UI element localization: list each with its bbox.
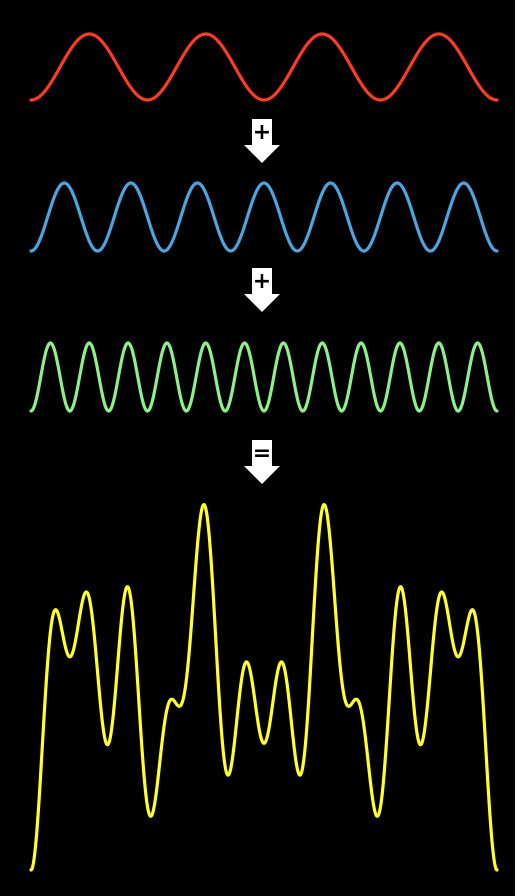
wave-3-curve <box>29 341 499 413</box>
wave-2-curve <box>29 181 499 253</box>
operators-layer: + + = <box>244 119 280 484</box>
operator-symbol: + <box>253 120 271 145</box>
right-border <box>515 0 518 896</box>
down-arrow-icon <box>244 119 280 163</box>
operator-arrow-2: + <box>244 268 280 312</box>
wave-1-curve <box>29 32 499 102</box>
down-arrow-icon <box>244 440 280 484</box>
operator-symbol: = <box>253 441 271 466</box>
waves-layer <box>29 32 499 872</box>
sum-wave-curve <box>29 502 499 872</box>
operator-arrow-1: + <box>244 119 280 163</box>
operator-symbol: + <box>253 269 271 294</box>
down-arrow-icon <box>244 268 280 312</box>
operator-arrow-3: = <box>244 440 280 484</box>
